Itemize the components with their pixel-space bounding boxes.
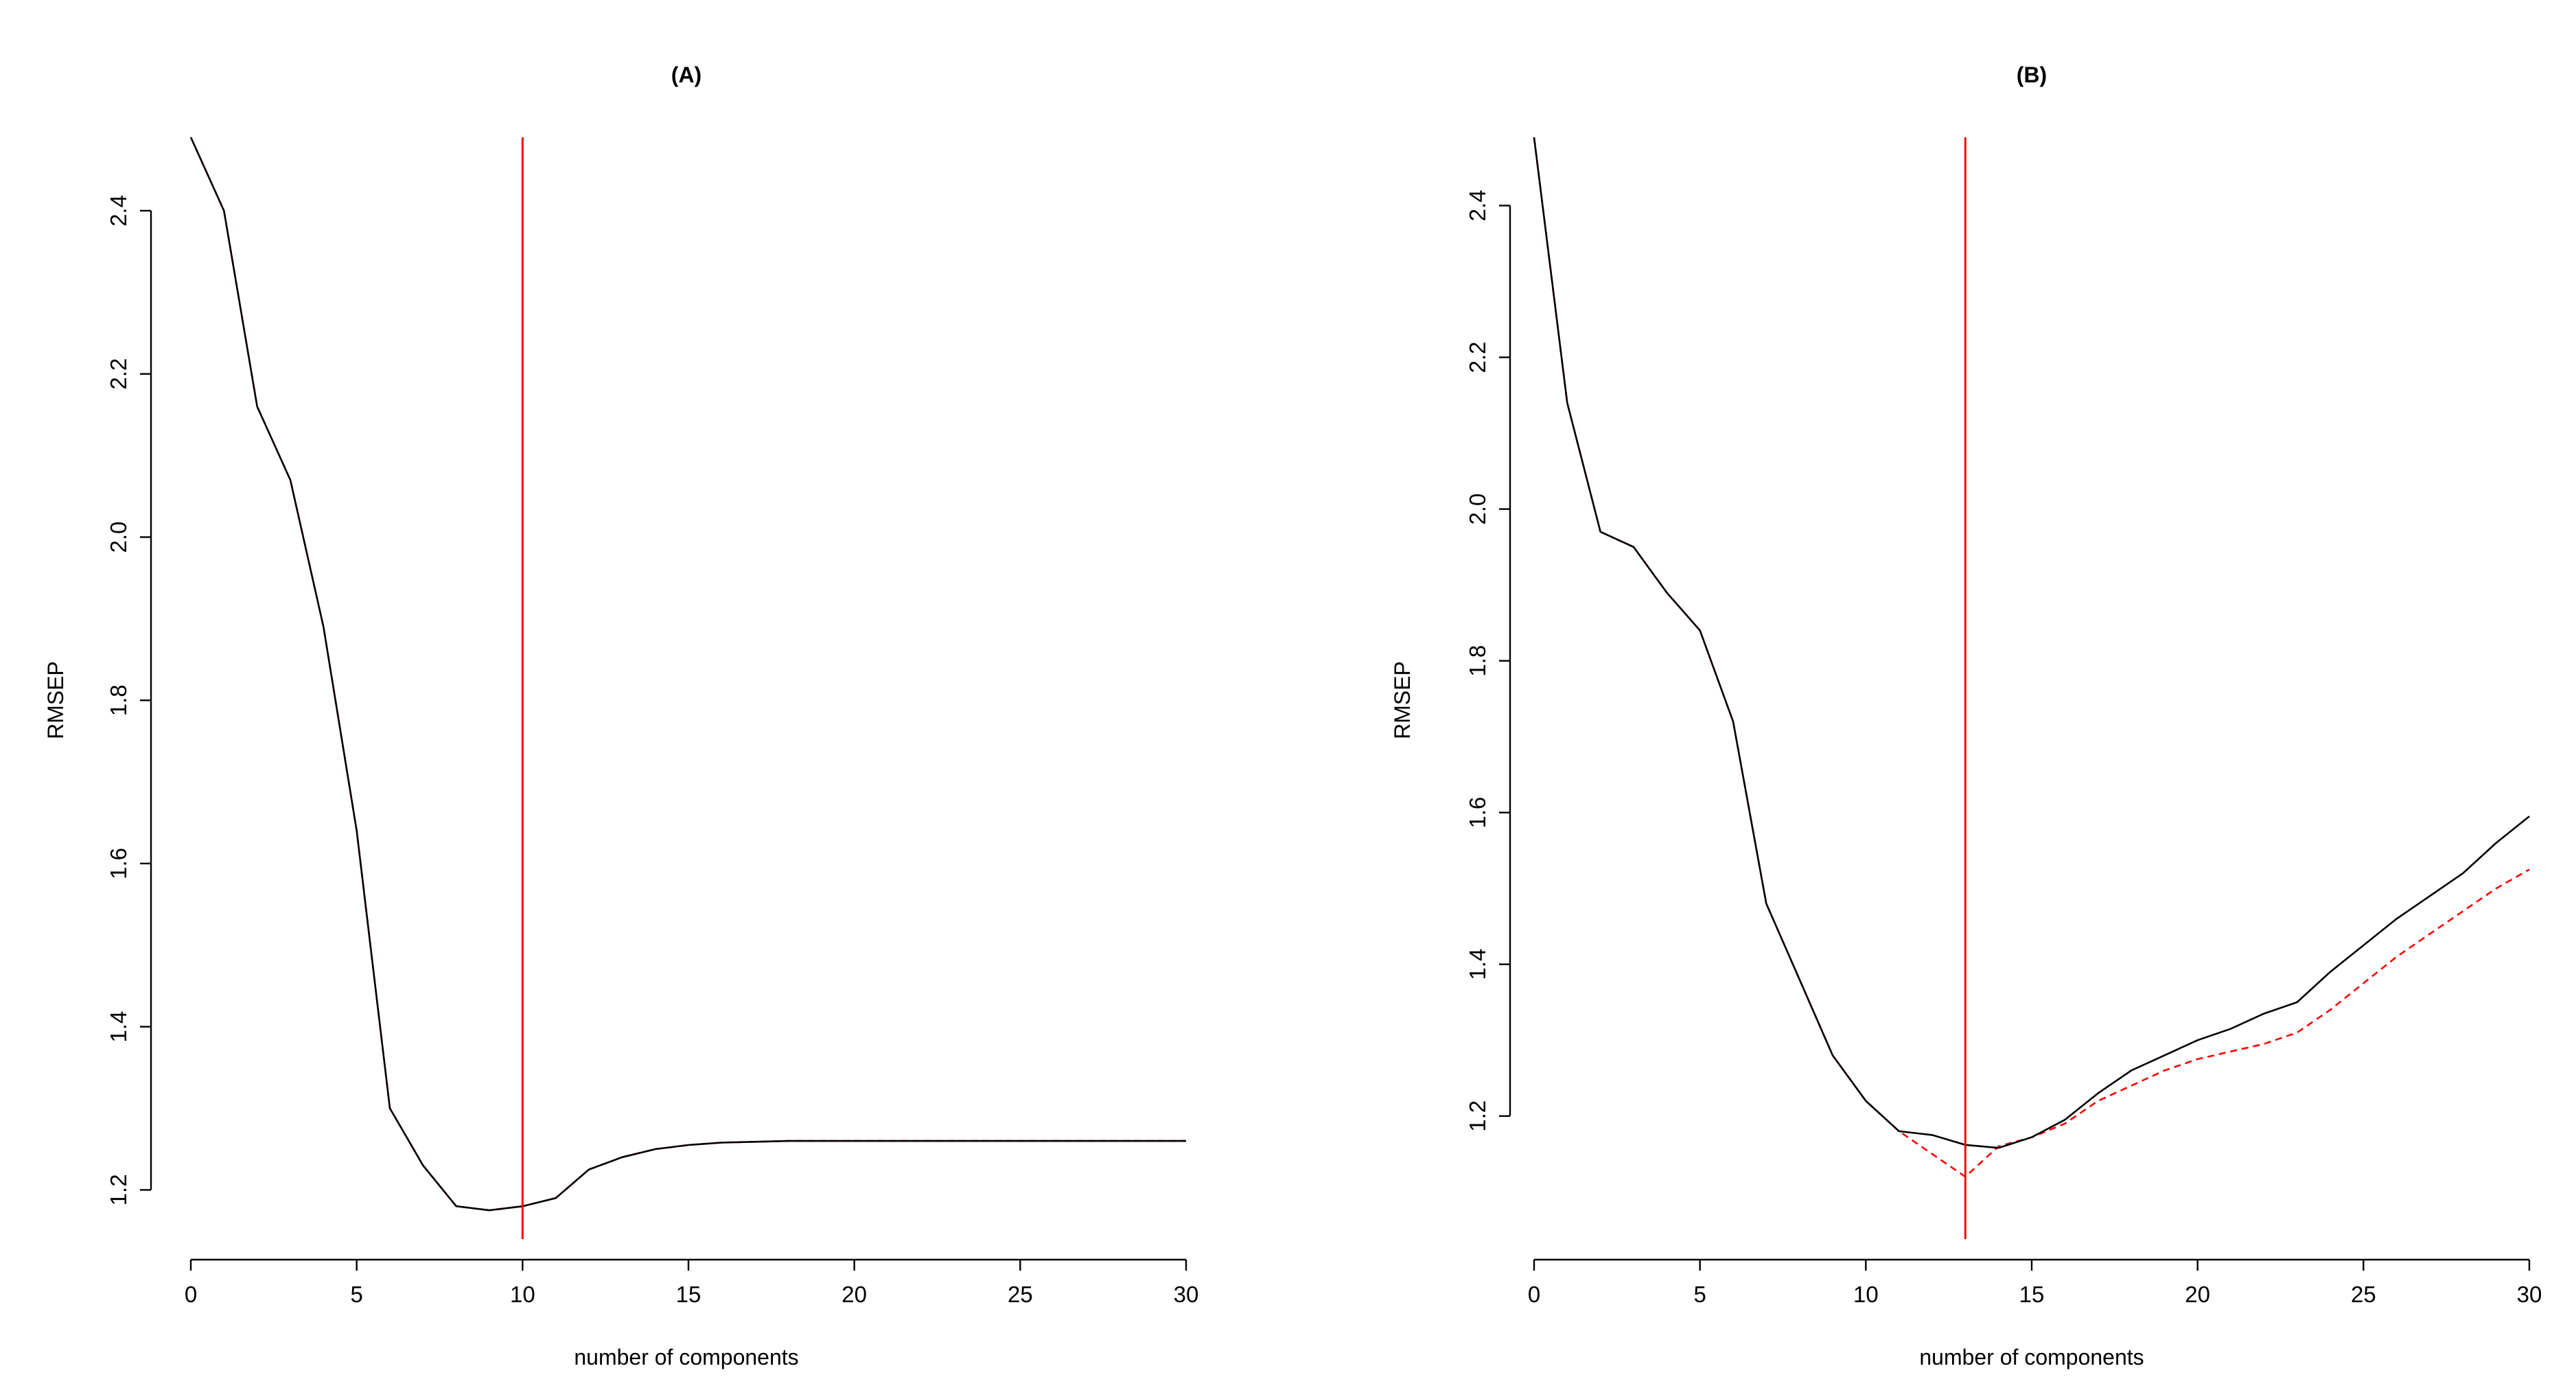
y-tick-label: 1.8 [106,684,131,716]
panel-b: (B) number of components RMSEP 0 5 10 15 20 2… [1390,62,2542,1369]
x-tick-label: 5 [1693,1282,1706,1307]
y-tick-label: 1.4 [1465,949,1490,980]
y-axis-label: RMSEP [1390,661,1415,739]
x-tick-label: 20 [842,1282,867,1307]
y-tick-label: 2.2 [1465,342,1490,373]
y-tick-label: 2.4 [1465,190,1490,222]
y-tick-label: 1.2 [1465,1100,1490,1132]
x-tick-label: 15 [676,1282,701,1307]
y-tick-label: 1.2 [106,1174,131,1205]
chart-title: (B) [2017,62,2047,87]
y-tick-label: 2.0 [1465,494,1490,525]
x-tick-label: 0 [1528,1282,1540,1307]
x-tick-label: 30 [1174,1282,1199,1307]
chart-title: (A) [671,62,701,87]
y-tick-label: 2.2 [106,358,131,390]
series-line-black [189,137,1186,1212]
y-tick-label: 1.8 [1465,645,1490,677]
x-tick-label: 10 [1853,1282,1879,1307]
y-tick-label: 2.0 [106,522,131,553]
x-tick-label: 25 [2351,1282,2376,1307]
y-tick-label: 1.6 [1465,797,1490,829]
y-tick-label: 1.6 [106,848,131,879]
marks-layer: 0 5 10 15 20 25 30 1.2 1.4 1.6 1.8 2.0 2.2 2.4 [106,137,1198,1307]
x-tick-label: 10 [510,1282,535,1307]
x-tick-label: 15 [2019,1282,2045,1307]
x-tick-label: 30 [2517,1282,2542,1307]
y-tick-label: 1.4 [106,1011,131,1043]
x-tick-label: 20 [2185,1282,2210,1307]
marks-layer: 0 5 10 15 20 25 30 1.2 1.4 1.6 1.8 2.0 2.2 2.4 [1465,137,2542,1307]
series-line-black [1533,137,2530,1149]
x-tick-label: 25 [1008,1282,1033,1307]
x-tick-label: 0 [185,1282,197,1307]
x-tick-label: 5 [350,1282,362,1307]
y-tick-label: 2.4 [106,195,131,227]
x-axis-label: number of components [1919,1345,2144,1369]
x-axis-label: number of components [574,1345,798,1369]
series-line-red-dashed [189,137,1186,1212]
series-line-red-dashed [1533,137,2530,1178]
y-axis-label: RMSEP [43,661,68,739]
panel-a: (A) number of components RMSEP 0 5 10 15 20 2… [43,62,1198,1369]
